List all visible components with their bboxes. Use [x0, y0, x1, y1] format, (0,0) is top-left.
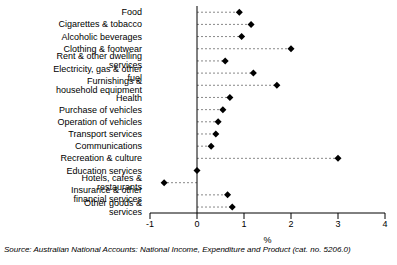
svg-text:Operation of vehicles: Operation of vehicles	[57, 117, 142, 127]
svg-text:-1: -1	[146, 219, 154, 229]
svg-text:%: %	[263, 235, 271, 245]
svg-text:Health: Health	[116, 93, 142, 103]
svg-text:1: 1	[241, 219, 246, 229]
svg-text:0: 0	[194, 219, 199, 229]
svg-text:Cigarettes & tobacco: Cigarettes & tobacco	[58, 19, 142, 29]
svg-text:Recreation & culture: Recreation & culture	[60, 153, 142, 163]
svg-text:4: 4	[382, 219, 387, 229]
svg-text:Other goods &services: Other goods &services	[84, 198, 143, 217]
svg-text:Alcoholic beverages: Alcoholic beverages	[61, 32, 142, 42]
svg-text:Transport services: Transport services	[68, 129, 142, 139]
svg-text:2: 2	[288, 219, 293, 229]
svg-text:Purchase of vehicles: Purchase of vehicles	[59, 105, 143, 115]
svg-text:Food: Food	[121, 7, 142, 17]
svg-text:3: 3	[335, 219, 340, 229]
svg-text:Communications: Communications	[75, 141, 143, 151]
